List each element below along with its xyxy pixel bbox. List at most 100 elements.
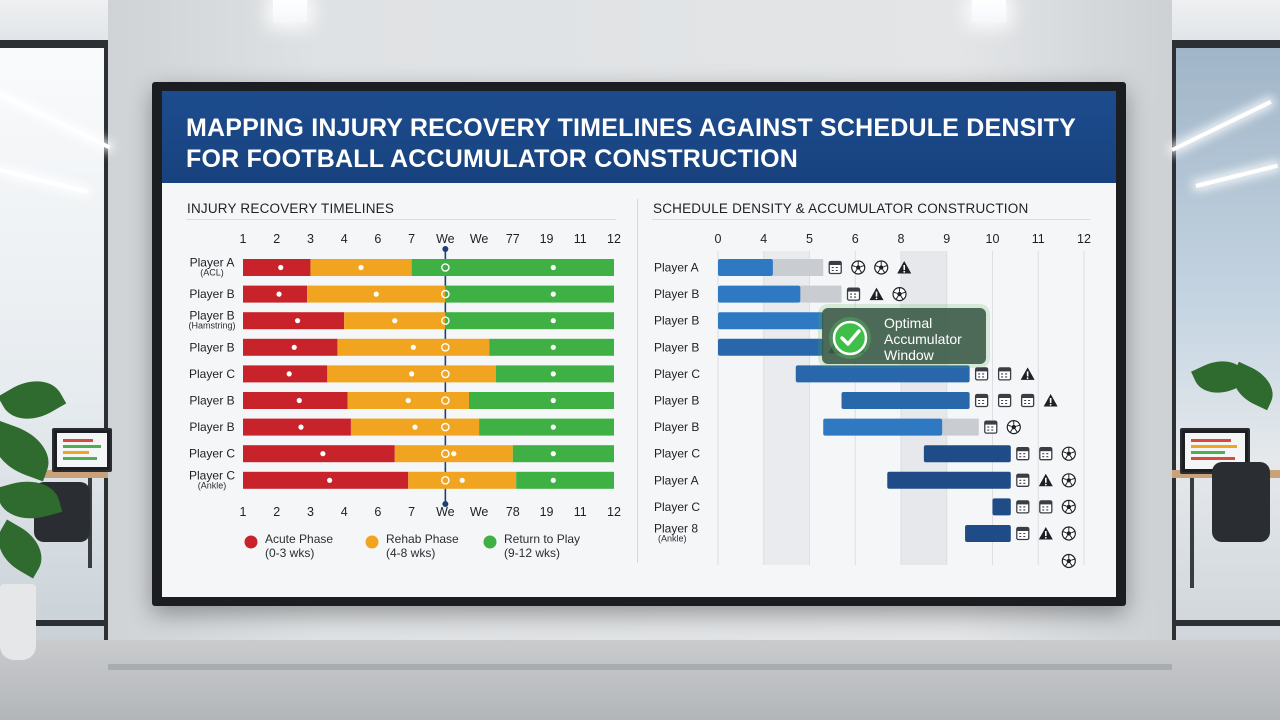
return-phase-dot	[550, 318, 556, 324]
legend-label: Acute Phase	[265, 532, 333, 546]
row-label: Player B	[189, 420, 234, 434]
x-tick-label-top: 2	[273, 232, 280, 246]
calendar-icon-grid	[1042, 453, 1049, 458]
office-chair	[1212, 462, 1270, 542]
x-tick-label: 10	[986, 232, 1000, 246]
return-phase-bar	[516, 471, 614, 489]
acute-phase-dot	[320, 451, 326, 457]
acute-phase-bar	[243, 392, 348, 409]
football-icon-patch	[1066, 558, 1072, 564]
return-phase-bar	[411, 259, 614, 276]
schedule-bar	[965, 525, 1011, 542]
row-label: Player B	[654, 287, 699, 301]
alert-icon-bar	[1045, 531, 1047, 536]
football-icon	[892, 287, 907, 302]
football-icon-patch	[1011, 424, 1017, 430]
calendar-icon-header	[998, 367, 1011, 372]
acute-phase-dot	[276, 291, 282, 297]
acute-phase-dot	[298, 424, 304, 430]
callout-box	[822, 308, 986, 364]
return-phase-dot	[550, 371, 556, 377]
x-tick-label-top: 19	[540, 232, 554, 246]
row-label: Player A	[654, 261, 699, 275]
calendar-icon-grid	[850, 293, 857, 298]
calendar-icon	[974, 393, 989, 408]
calendar-icon-grid	[1001, 399, 1008, 405]
football-icon	[1061, 526, 1076, 541]
return-phase-dot	[550, 424, 556, 430]
rehab-phase-dot	[412, 424, 418, 430]
alert-icon	[1043, 394, 1058, 407]
x-tick-label-top: 7	[408, 232, 415, 246]
football-icon	[1061, 499, 1076, 514]
alert-icon	[1020, 367, 1035, 380]
buffer-bar	[942, 418, 979, 436]
row-label: Player C	[189, 367, 235, 381]
legend-label: Return to Play	[504, 532, 580, 546]
window-frame	[1172, 620, 1280, 626]
football-icon-seams	[852, 261, 865, 274]
dashboard-board: MAPPING INJURY RECOVERY TIMELINES AGAINS…	[162, 91, 1116, 597]
ceiling-light	[273, 0, 307, 22]
row-label: Player B	[654, 420, 699, 434]
football-icon	[851, 260, 866, 275]
schedule-bar	[718, 312, 824, 330]
football-icon-seams	[1062, 473, 1075, 486]
x-tick-label-bottom: 4	[341, 505, 348, 519]
alert-icon	[1038, 473, 1053, 487]
alert-icon	[1038, 527, 1053, 540]
injury-recovery-chart: 1 2 3 4 6 7 We We 77 19 11 121 2 3 4 6 7 We We 78 19 11 12Play…	[188, 232, 621, 560]
calendar-icon	[1016, 473, 1030, 487]
alert-icon-dot	[1026, 377, 1029, 380]
x-tick-label-bottom: 19	[540, 505, 554, 519]
density-band	[763, 251, 810, 565]
row-label: Player B	[654, 314, 699, 328]
x-tick-label-top: 4	[341, 232, 348, 246]
rehab-phase-dot	[451, 451, 457, 457]
return-phase-dot	[550, 291, 556, 297]
calendar-icon-grid	[1024, 399, 1031, 405]
x-tick-label-bottom: 3	[307, 505, 314, 519]
right-panel-title: SCHEDULE DENSITY & ACCUMULATOR CONSTRUCT…	[653, 201, 1029, 216]
schedule-bar	[718, 338, 824, 356]
football-icon	[1061, 473, 1076, 488]
x-tick-label-top: 1	[240, 232, 247, 246]
rehab-phase-dot	[373, 291, 379, 297]
calendar-icon-header	[998, 394, 1011, 398]
alert-icon	[897, 261, 912, 274]
return-phase-dot	[550, 264, 556, 271]
row-label: Player C	[654, 500, 700, 514]
acute-phase-bar	[243, 259, 311, 276]
desk-leg	[1190, 478, 1194, 588]
legend-swatch	[483, 535, 497, 549]
current-week-ring	[441, 263, 450, 272]
calendar-icon-grid	[1019, 453, 1026, 458]
acute-phase-bar	[243, 418, 351, 436]
acute-phase-dot	[291, 344, 297, 350]
football-icon-seams	[875, 261, 888, 274]
current-week-marker-cap	[442, 246, 449, 252]
x-tick-label: 4	[760, 232, 767, 246]
schedule-bar	[923, 445, 1011, 463]
background-monitor	[52, 428, 112, 472]
schedule-density-chart: 0 4 5 6 8 9 10 11 12 Player A Player B Player B Play…	[654, 232, 1091, 569]
row-label: Player 8	[654, 522, 698, 536]
calendar-icon-header	[1039, 500, 1052, 505]
football-icon-seams	[1062, 447, 1075, 460]
acute-phase-bar	[243, 445, 395, 463]
row-label: Player B	[189, 340, 234, 354]
calendar-icon	[997, 393, 1012, 408]
desk-leg	[88, 478, 92, 568]
calendar-icon-header	[1039, 447, 1052, 452]
calendar-icon	[1039, 447, 1053, 461]
x-tick-label: 5	[806, 232, 813, 246]
x-tick-label-bottom: We	[470, 505, 489, 519]
acute-phase-bar	[243, 285, 308, 303]
row-sublabel: (Ankle)	[198, 480, 227, 490]
row-label: Player B	[189, 394, 234, 408]
alert-icon-dot	[875, 297, 878, 300]
x-tick-label-bottom: 7	[408, 505, 415, 519]
football-icon-patch	[897, 291, 903, 297]
row-label: Player B	[189, 309, 234, 323]
acute-phase-dot	[294, 318, 301, 324]
